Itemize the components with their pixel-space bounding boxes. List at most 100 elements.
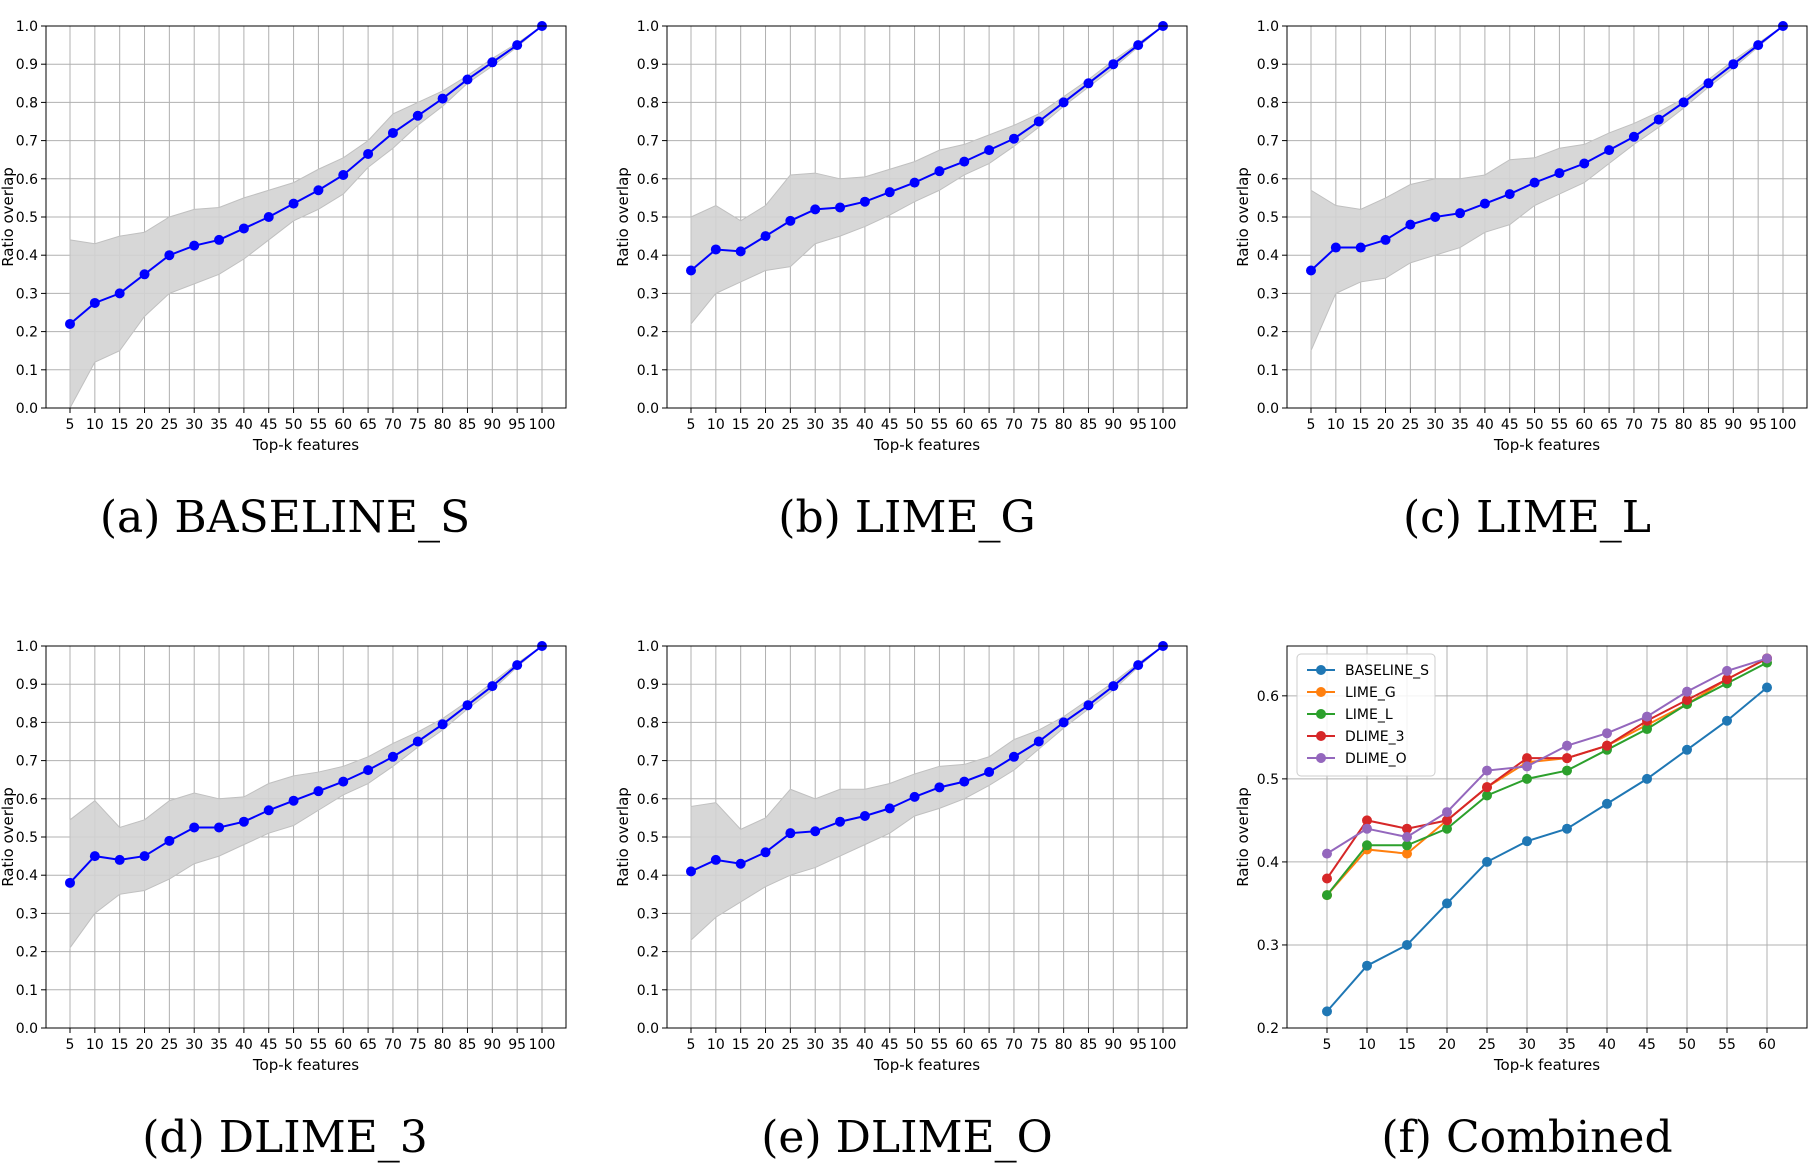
y-tick-label: 0.7: [16, 134, 38, 150]
data-point: [835, 816, 846, 827]
data-point: [1504, 189, 1515, 200]
legend-marker: [1316, 753, 1326, 763]
data-point: [313, 786, 324, 797]
data-point: [1628, 131, 1639, 142]
x-tick-label: 95: [508, 1037, 526, 1053]
x-tick-label: 100: [1150, 417, 1177, 433]
data-point: [909, 791, 920, 802]
y-tick-label: 0.3: [1257, 286, 1279, 302]
data-point: [313, 185, 324, 196]
legend-marker: [1316, 731, 1326, 741]
y-tick-label: 0.1: [637, 983, 659, 999]
data-point: [1579, 158, 1590, 169]
data-point: [214, 234, 225, 245]
data-point: [1083, 78, 1094, 89]
x-tick-label: 10: [1358, 1037, 1376, 1053]
data-point: [387, 127, 398, 138]
x-tick-label: 25: [1401, 417, 1419, 433]
x-tick-label: 70: [1005, 1037, 1023, 1053]
data-point: [810, 826, 821, 837]
y-tick-label: 0.8: [1257, 95, 1279, 111]
data-point: [710, 854, 721, 865]
y-tick-label: 0.7: [637, 754, 659, 770]
data-point: [139, 269, 150, 280]
x-tick-label: 70: [1005, 417, 1023, 433]
data-point: [487, 681, 498, 692]
x-tick-label: 60: [1758, 1037, 1776, 1053]
y-tick-label: 0.9: [637, 57, 659, 73]
y-tick-label: 0.4: [1257, 855, 1279, 871]
data-point: [686, 265, 696, 276]
x-tick-label: 40: [235, 417, 253, 433]
data-point: [1442, 807, 1452, 818]
y-tick-label: 0.4: [16, 868, 38, 884]
y-tick-label: 1.0: [16, 19, 38, 35]
y-tick-label: 0.2: [637, 945, 659, 961]
legend-marker: [1316, 709, 1326, 719]
y-tick-label: 0.9: [16, 677, 38, 693]
x-tick-label: 40: [235, 1037, 253, 1053]
series-line-dlime_o: [1326, 657, 1768, 855]
x-tick-label: 25: [781, 417, 799, 433]
data-point: [288, 198, 299, 209]
x-tick-label: 55: [310, 1037, 328, 1053]
x-axis-label: Top-k features: [252, 1056, 359, 1074]
x-tick-label: 20: [757, 1037, 775, 1053]
data-point: [835, 202, 846, 213]
x-tick-label: 60: [334, 1037, 352, 1053]
y-tick-label: 0.2: [637, 325, 659, 341]
legend-label: LIME_G: [1345, 685, 1396, 701]
data-point: [1033, 736, 1044, 747]
chart-panel-3: 5 10 15 20 25 30 35 40 45 50 55 60 65 70 75 80 85 90 95 100…: [1234, 19, 1808, 543]
x-tick-label: 55: [1718, 1037, 1736, 1053]
y-tick-label: 0.6: [637, 792, 659, 808]
x-tick-label: 65: [1600, 417, 1618, 433]
data-point: [1482, 765, 1492, 776]
data-point: [437, 719, 448, 730]
data-point: [437, 93, 448, 104]
x-tick-label: 80: [1055, 417, 1073, 433]
data-point: [1133, 40, 1144, 51]
x-tick-label: 10: [86, 417, 104, 433]
legend-box: [1296, 653, 1436, 777]
data-point: [1703, 78, 1714, 89]
x-tick-label: 85: [1080, 1037, 1098, 1053]
y-tick-label: 0.7: [637, 134, 659, 150]
data-point: [1753, 40, 1764, 51]
x-tick-label: 85: [459, 417, 477, 433]
confidence-band: [690, 25, 1164, 326]
data-point: [89, 851, 100, 862]
data-point: [1380, 234, 1391, 245]
y-tick-label: 0.1: [16, 363, 38, 379]
data-point: [1682, 686, 1692, 697]
x-tick-label: 30: [1518, 1037, 1536, 1053]
data-point: [288, 795, 299, 806]
data-point: [1554, 168, 1565, 179]
x-tick-label: 75: [409, 417, 427, 433]
panel-caption: (f) Combined: [1381, 1112, 1672, 1163]
x-tick-label: 75: [409, 1037, 427, 1053]
data-point: [1722, 665, 1732, 676]
data-point: [139, 851, 150, 862]
data-point: [1602, 728, 1612, 739]
data-point: [934, 782, 945, 793]
x-tick-label: 60: [955, 1037, 973, 1053]
data-point: [934, 166, 945, 177]
y-tick-label: 0.8: [637, 95, 659, 111]
x-tick-label: 80: [434, 417, 452, 433]
data-point: [1322, 873, 1332, 884]
x-tick-label: 35: [831, 417, 849, 433]
data-point: [1562, 823, 1572, 834]
x-tick-label: 30: [185, 1037, 203, 1053]
x-tick-label: 5: [66, 1037, 75, 1053]
data-point: [1322, 890, 1332, 901]
x-tick-label: 25: [1478, 1037, 1496, 1053]
x-tick-label: 30: [806, 1037, 824, 1053]
panel-caption: (e) DLIME_O: [761, 1112, 1052, 1163]
data-point: [1108, 681, 1119, 692]
y-axis-label: Ratio overlap: [0, 787, 17, 887]
data-point: [1482, 790, 1492, 801]
data-point: [1362, 823, 1372, 834]
x-tick-label: 65: [359, 1037, 377, 1053]
